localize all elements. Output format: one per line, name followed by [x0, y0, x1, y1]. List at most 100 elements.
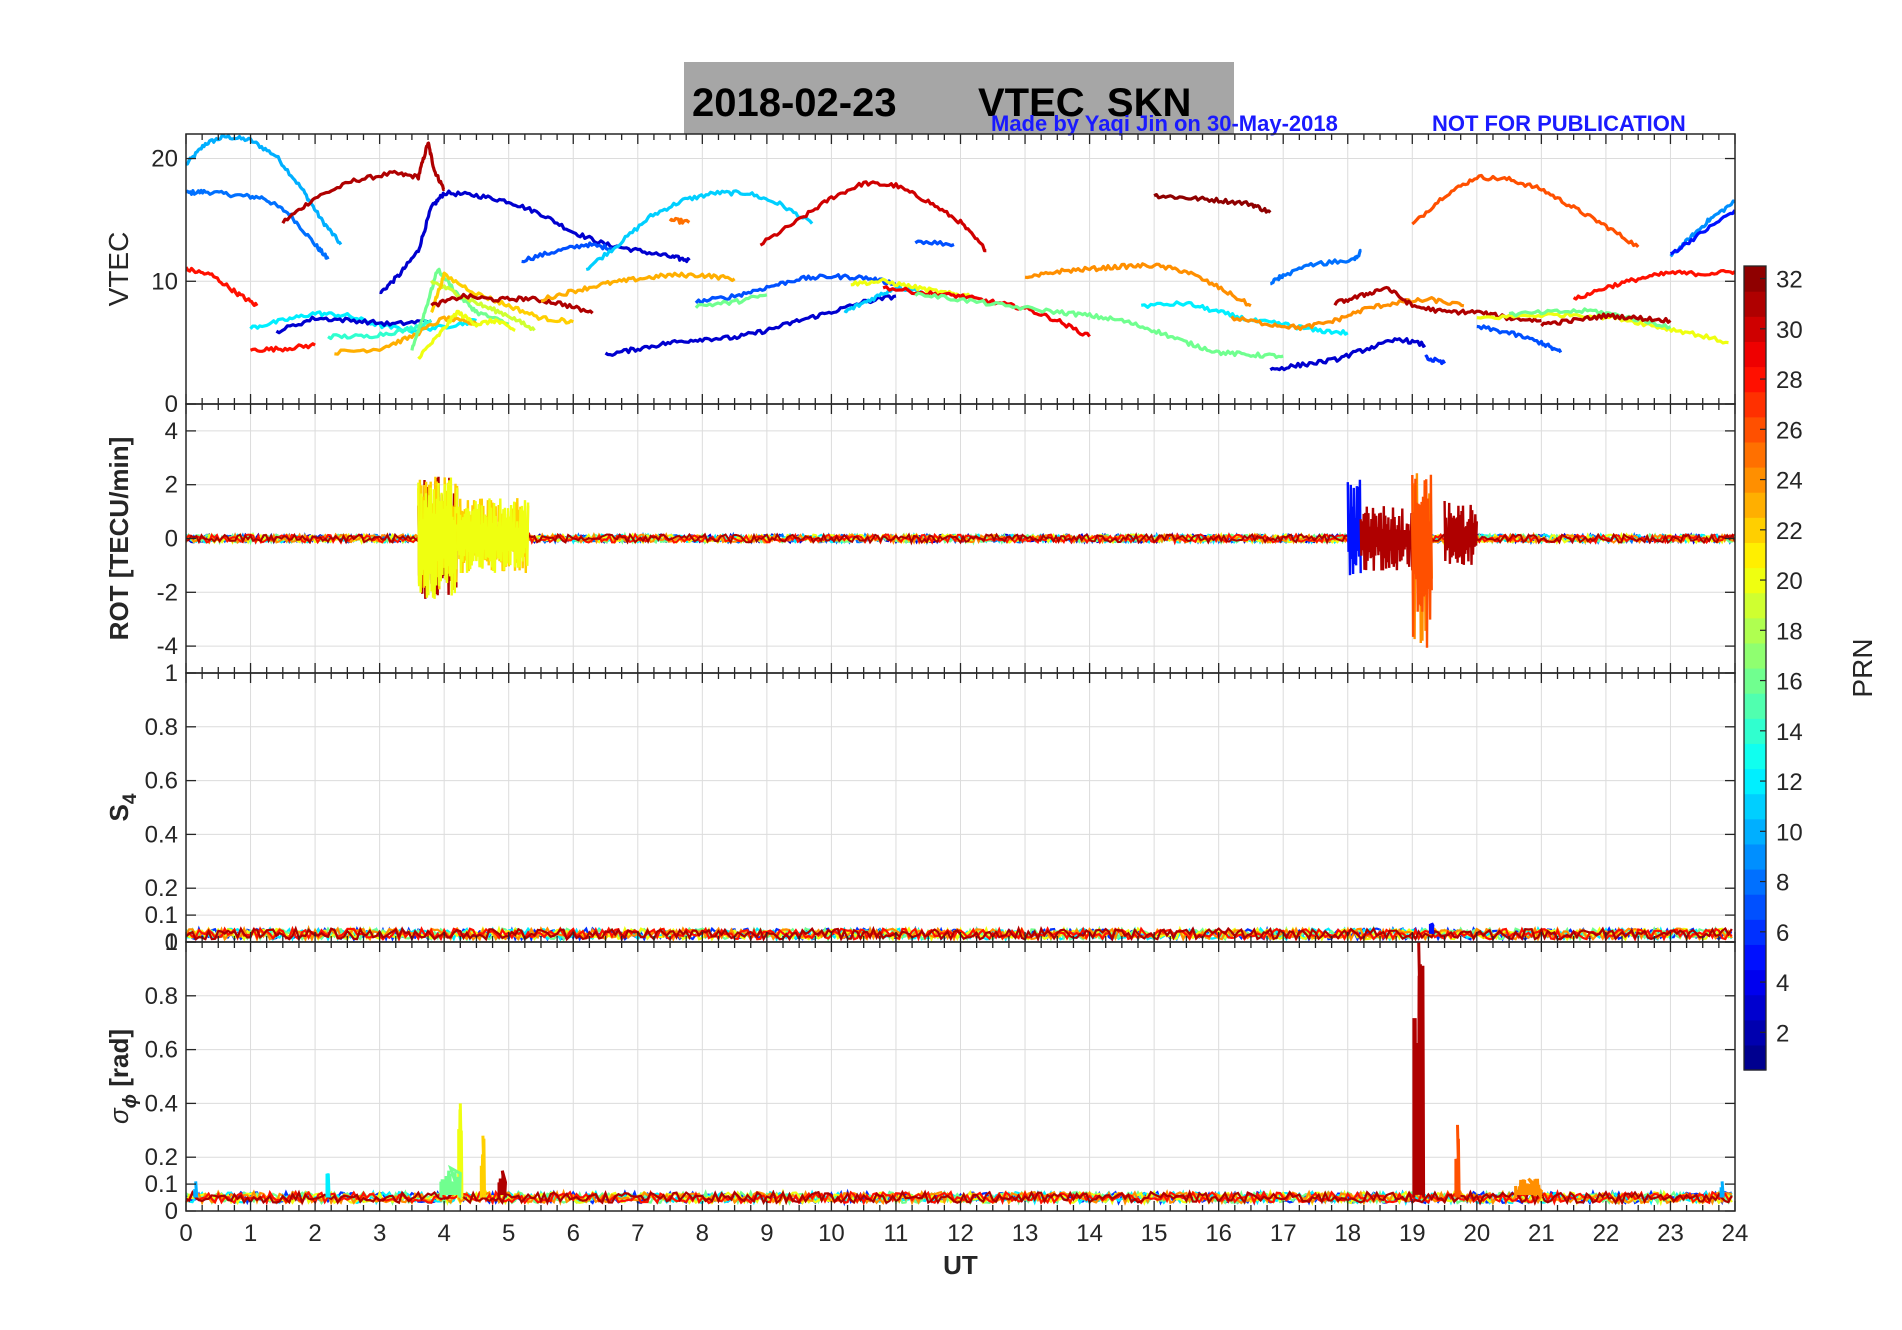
colorbar-cell — [1744, 441, 1766, 468]
rot-event-5-prn-31 — [1443, 500, 1478, 565]
xtick-label: 0 — [179, 1220, 192, 1247]
sigma_phi-grid — [186, 942, 1735, 1211]
rot-event-2-prn-5 — [1346, 479, 1362, 576]
vtec-series-prn-3 — [379, 189, 691, 295]
sigma_phi-traces — [186, 942, 1733, 1207]
colorbar-cell — [1744, 391, 1766, 418]
vtec-xticks — [185, 134, 1736, 404]
vtec-series-prn-10 — [186, 134, 343, 246]
xtick-label: 15 — [1141, 1220, 1168, 1247]
xtick-label: 17 — [1270, 1220, 1297, 1247]
colorbar-cell — [1744, 919, 1766, 945]
vtec-ytick-label: 0 — [165, 391, 178, 418]
vtec-series-prn-8 — [1269, 248, 1362, 286]
colorbar-cell — [1744, 467, 1766, 493]
title-date: 2018-02-23 — [692, 81, 897, 125]
sigma_phi-xticks — [185, 942, 1736, 1211]
colorbar-cell — [1744, 969, 1766, 996]
vtec-series-prn-5 — [1670, 209, 1735, 256]
sigma_phi-spike-1 — [1454, 1124, 1461, 1198]
sigma_phi-yticks: 00.10.20.40.60.81 — [145, 929, 1735, 1225]
vtec-ylabel: VTEC — [103, 232, 134, 307]
rot-ytick-label: -4 — [157, 633, 178, 660]
xtick-label: 12 — [947, 1220, 974, 1247]
rot-xticks — [185, 404, 1736, 673]
vtec-series-prn-7 — [521, 241, 613, 264]
vtec-grid — [186, 134, 1735, 404]
xtick-label: 13 — [1012, 1220, 1039, 1247]
title-station: VTEC SKN — [978, 81, 1191, 125]
sigma_phi-ytick-label: 0.6 — [145, 1037, 178, 1064]
vtec-series-prn-6 — [1424, 354, 1446, 366]
credit-text: Made by Yaqi Jin on 30-May-2018 — [991, 111, 1338, 136]
colorbar-frame — [1743, 265, 1767, 1071]
colorbar-tick-label: 22 — [1776, 518, 1803, 545]
colorbar-cell — [1744, 668, 1766, 694]
vtec-series-prn-28 — [249, 342, 316, 353]
sigma_phi-spike-7 — [193, 1181, 199, 1198]
xtick-label: 5 — [502, 1220, 515, 1247]
vtec-series-prn-19 — [430, 279, 536, 332]
xtick-label: 22 — [1593, 1220, 1620, 1247]
vtec-series-prn-20 — [417, 309, 516, 360]
colorbar-cell — [1744, 592, 1766, 619]
colorbar-tick-label: 6 — [1776, 920, 1789, 947]
rot-ytick-label: 0 — [165, 526, 178, 553]
colorbar-label: PRN — [1847, 638, 1878, 697]
colorbar-cell — [1744, 894, 1766, 920]
s4-traces — [186, 922, 1733, 942]
xtick-label: 6 — [567, 1220, 580, 1247]
colorbar-cell — [1744, 793, 1766, 820]
xlabel-ut: UT — [943, 1250, 978, 1280]
title-background — [684, 62, 1234, 134]
xtick-label: 3 — [373, 1220, 386, 1247]
colorbar-cell — [1744, 718, 1766, 744]
rot-ytick-label: 2 — [165, 472, 178, 499]
xtick-label: 21 — [1528, 1220, 1555, 1247]
sigma_phi-spike-6 — [325, 1173, 331, 1198]
vtec-yticks: 0 10 20 — [151, 146, 1735, 418]
xtick-label: 7 — [631, 1220, 644, 1247]
rot-ytick-label: -2 — [157, 579, 178, 606]
sigma_phi-ytick-label: 0.2 — [145, 1144, 178, 1171]
xtick-label: 4 — [437, 1220, 450, 1247]
rot-traces — [186, 473, 1735, 648]
colorbar-tick-label: 12 — [1776, 769, 1803, 796]
colorbar-cell — [1744, 517, 1766, 543]
xtick-label: 10 — [818, 1220, 845, 1247]
xtick-label: 18 — [1334, 1220, 1361, 1247]
vtec-series-prn-7 — [694, 273, 897, 305]
colorbar-cell — [1744, 542, 1766, 569]
vtec-series-prn-26 — [1411, 173, 1640, 248]
vtec-series-prn-28 — [186, 266, 259, 307]
colorbar-cell — [1744, 1019, 1766, 1046]
vtec-series-prn-25 — [668, 216, 691, 225]
xtick-label: 2 — [308, 1220, 321, 1247]
colorbar-cell — [1744, 843, 1766, 870]
vtec-series-prn-24 — [1230, 296, 1465, 331]
sigma_phi-baseline-prn-31 — [186, 1189, 1733, 1206]
s4-ytick-label: 0.8 — [145, 714, 178, 741]
vtec-series-prn-23 — [540, 271, 736, 303]
sigma_phi-ylabel: σϕ [rad] — [104, 1029, 141, 1124]
xtick-label: 8 — [696, 1220, 709, 1247]
sigma_phi-spike-3 — [479, 1135, 486, 1198]
rot-event-1-prn-20 — [455, 498, 530, 574]
colorbar-cell — [1744, 416, 1766, 443]
vtec-series-prn-28 — [1572, 269, 1735, 301]
sigma_phi-spike-9 — [1514, 1177, 1544, 1199]
sigma_phi-spike-4 — [439, 1164, 462, 1198]
colorbar-tick-label: 20 — [1776, 568, 1803, 595]
colorbar-cell — [1744, 818, 1766, 845]
sigma_phi-ytick-label: 0 — [165, 1198, 178, 1225]
vtec-series-prn-7 — [914, 239, 955, 248]
vtec-series-prn-7 — [1476, 324, 1563, 354]
colorbar-cell — [1744, 567, 1766, 594]
colorbar-tick-label: 10 — [1776, 819, 1803, 846]
rot-ylabel: ROT [TECU/min] — [104, 437, 134, 641]
rot-event-3-prn-31 — [1359, 506, 1414, 571]
panel-s4: 00.10.2 0.4 0.6 0.8 1 S4 — [104, 660, 1736, 956]
sigma_phi-spike-0 — [1412, 942, 1426, 1198]
